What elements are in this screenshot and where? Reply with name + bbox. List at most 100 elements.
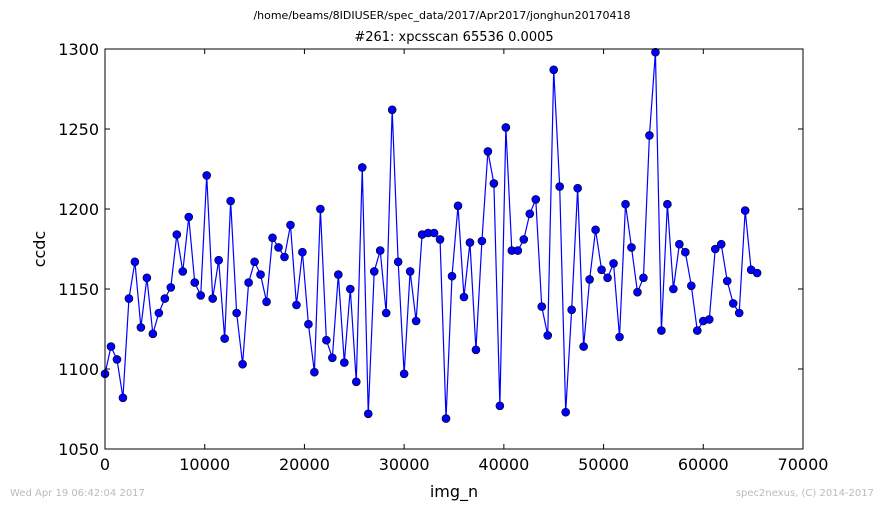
chart-title: #261: xpcsscan 65536 0.0005 [354,30,554,45]
footer-credit: spec2nexus, (C) 2014-2017 [735,488,874,499]
data-point [543,331,553,340]
data-point [627,243,636,252]
data-point [148,329,158,339]
data-point [328,353,337,363]
data-point [262,297,271,307]
data-point [280,252,289,262]
data-point [447,271,457,281]
y-tick-label: 1250 [58,120,99,139]
data-point [615,332,624,342]
data-point [334,270,343,279]
data-point [734,308,744,318]
y-tick-label: 1050 [58,440,99,459]
data-point [441,414,451,423]
data-point [166,283,176,292]
x-tick-label: 60000 [678,455,729,474]
data-point [561,407,570,417]
data-point [633,287,642,297]
data-point [399,369,409,379]
data-point [286,220,295,230]
data-point [489,179,499,188]
data-point [639,273,648,283]
data-point [591,225,600,235]
data-point [519,235,529,244]
data-point [453,201,463,211]
data-point [357,163,367,172]
data-point [202,171,212,180]
data-point [118,393,128,403]
x-tick-label: 30000 [379,455,430,474]
y-axis-label: ccdc [30,231,49,268]
data-point [710,244,720,254]
data-point [579,342,588,351]
data-point [220,334,229,343]
x-tick-label: 70000 [778,455,829,474]
data-point [465,238,475,247]
data-point [477,236,487,246]
data-point [716,239,726,249]
data-point [351,377,361,387]
x-tick-label: 50000 [578,455,629,474]
data-point [651,47,660,57]
data-point [681,247,690,257]
data-point [112,355,122,364]
data-point [244,278,253,287]
data-point [190,278,200,287]
y-tick-label: 1200 [58,200,99,219]
data-point [268,233,277,243]
data-point [214,255,223,265]
data-point [381,308,391,318]
data-point [525,209,535,219]
data-point [136,323,146,332]
data-point [495,401,505,411]
data-point [292,300,301,310]
y-tick-label: 1150 [58,280,99,299]
data-point [645,131,654,140]
data-point [106,342,116,351]
data-point [298,247,307,257]
data-point [345,284,355,294]
data-point [160,294,170,303]
data-point [573,183,582,193]
x-axis-label: img_n [430,482,478,502]
x-tick-label: 20000 [279,455,330,474]
data-point [405,267,415,276]
data-point [435,235,445,244]
data-point [154,308,164,318]
data-point [675,239,684,249]
data-point [722,276,732,286]
data-point [692,326,702,335]
data-point [471,345,481,355]
data-point [531,195,541,204]
plot-layer [100,47,762,423]
data-point [585,275,594,284]
data-point [393,257,403,267]
data-point [250,257,259,267]
data-point [310,367,319,377]
data-point [142,273,152,283]
data-point [609,259,618,268]
data-point [567,305,576,315]
data-point [256,270,265,279]
data-point [178,267,188,276]
data-point [208,294,217,303]
file-path-title: /home/beams/8IDIUSER/spec_data/2017/Apr2… [253,9,631,22]
data-point [555,182,565,191]
data-point [238,359,247,369]
data-point [501,123,511,132]
data-point [124,294,134,303]
data-point [232,308,241,318]
data-point [621,199,630,209]
axes-frame [104,48,804,450]
y-tick-label: 1300 [58,40,99,59]
data-point [304,319,313,329]
data-point [513,246,523,255]
data-point [483,147,493,156]
data-point [184,212,194,222]
data-point [657,326,666,335]
x-tick-label: 0 [100,455,110,474]
data-point [597,265,606,275]
data-point [369,267,379,276]
data-point [363,409,373,419]
data-point [375,246,385,255]
